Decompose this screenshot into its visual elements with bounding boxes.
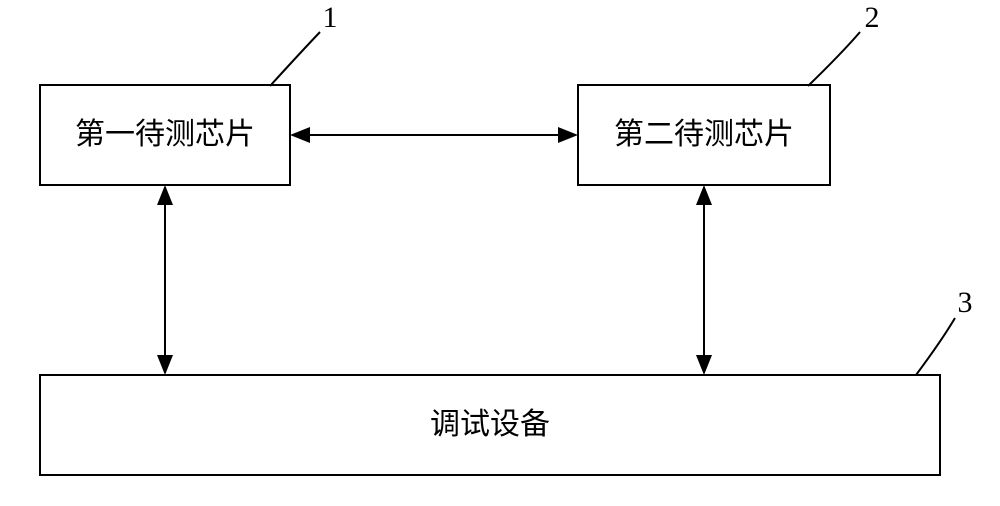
callout-number-debug: 3: [958, 286, 973, 319]
connector-chip1-debug: [157, 185, 173, 375]
callout-leader-chip1: [270, 32, 320, 86]
node-chip1: 第一待测芯片 1: [40, 1, 338, 185]
connector-chip1-chip2: [290, 127, 578, 143]
callout-number-chip2: 2: [865, 1, 880, 34]
node-chip2-label: 第二待测芯片: [614, 118, 794, 151]
callout-leader-chip2: [808, 32, 860, 86]
callout-number-chip1: 1: [323, 1, 338, 34]
node-chip1-label: 第一待测芯片: [75, 118, 255, 151]
connector-chip2-debug: [696, 185, 712, 375]
node-debug-label: 调试设备: [430, 408, 550, 441]
node-debug: 调试设备 3: [40, 286, 973, 475]
callout-leader-debug: [916, 318, 955, 375]
block-diagram: 第一待测芯片 1 第二待测芯片 2 调试设备 3: [0, 0, 1000, 506]
node-chip2: 第二待测芯片 2: [578, 1, 880, 185]
